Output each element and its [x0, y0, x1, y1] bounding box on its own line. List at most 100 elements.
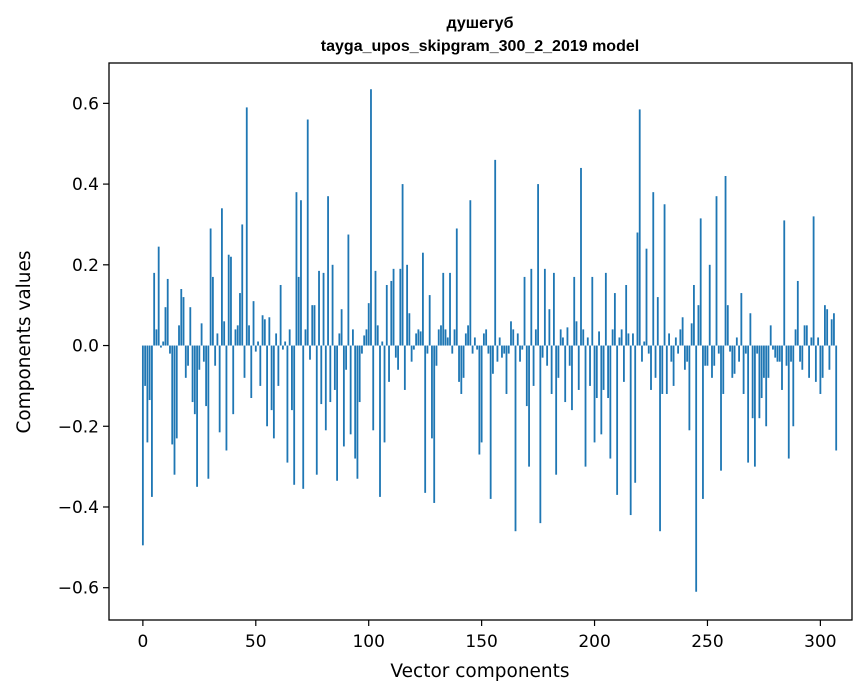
bar — [726, 305, 729, 346]
bar — [505, 345, 508, 394]
bar — [388, 345, 390, 382]
bar — [548, 309, 551, 346]
bar — [604, 272, 607, 346]
bar — [656, 297, 659, 346]
bar — [225, 345, 228, 451]
bar — [835, 345, 838, 451]
bar — [799, 345, 801, 362]
bar — [562, 337, 564, 346]
bar — [367, 303, 370, 346]
bar — [740, 293, 743, 346]
bar — [528, 345, 530, 467]
bar — [467, 325, 469, 346]
bar — [428, 295, 431, 346]
bar — [241, 224, 244, 346]
bar — [370, 89, 372, 346]
bar — [363, 335, 366, 346]
bar — [627, 333, 630, 346]
bar — [532, 345, 535, 386]
bar — [340, 309, 343, 346]
bar — [318, 270, 320, 346]
bar — [397, 345, 399, 370]
bar — [153, 272, 156, 346]
bar — [650, 345, 652, 390]
y-axis-ticks: −0.6 −0.4 −0.2 0.0 0.2 0.4 0.6 — [58, 94, 109, 599]
bar — [365, 329, 368, 346]
bar — [602, 345, 605, 390]
bar — [166, 278, 169, 346]
bar — [415, 333, 418, 346]
bar — [593, 345, 596, 443]
bar — [345, 345, 348, 370]
bar — [830, 319, 833, 346]
bar — [349, 345, 352, 435]
bar — [347, 234, 350, 346]
bar — [787, 345, 790, 459]
x-tick-label: 200 — [578, 632, 610, 652]
bar — [412, 345, 415, 350]
bar — [516, 333, 519, 346]
bar — [514, 345, 517, 532]
y-tick-label: 0.0 — [72, 337, 99, 357]
bar — [573, 276, 576, 346]
bar — [473, 337, 476, 346]
bar — [577, 345, 580, 390]
bar — [471, 345, 474, 354]
bar — [724, 176, 727, 346]
bar — [196, 345, 198, 487]
bar — [462, 345, 465, 378]
bar — [144, 345, 147, 386]
plot-frame — [108, 62, 853, 621]
bar — [266, 345, 268, 427]
bar — [492, 345, 494, 374]
bar — [543, 268, 546, 346]
bar — [693, 284, 695, 346]
bar — [767, 345, 770, 378]
bar — [826, 309, 829, 346]
bar — [250, 345, 253, 399]
bar — [426, 345, 429, 354]
bar — [695, 345, 698, 592]
bar — [329, 345, 332, 403]
bar — [616, 345, 619, 495]
bar — [431, 345, 433, 439]
bar — [182, 297, 185, 346]
bar — [623, 345, 625, 382]
bar — [638, 109, 641, 346]
bar — [141, 345, 144, 546]
bar — [435, 345, 438, 366]
bar — [778, 345, 781, 362]
bar — [245, 107, 248, 346]
bar — [760, 345, 763, 399]
bar — [408, 313, 411, 346]
bar — [164, 307, 167, 346]
bar — [501, 345, 503, 358]
bar — [665, 345, 668, 394]
bar — [643, 341, 646, 346]
bar — [148, 345, 151, 401]
bar — [690, 323, 693, 346]
bar — [663, 204, 666, 346]
bar — [399, 268, 402, 346]
bar — [534, 329, 537, 346]
bar — [331, 264, 334, 346]
bar — [449, 272, 451, 346]
bar — [338, 333, 341, 346]
bar — [557, 345, 560, 378]
bar — [568, 345, 571, 366]
bar — [564, 345, 567, 403]
x-tick-label: 50 — [245, 632, 267, 652]
bar — [297, 276, 300, 346]
bar — [620, 329, 623, 346]
bar — [763, 345, 765, 378]
bar — [437, 329, 440, 346]
bar — [672, 345, 675, 386]
bar — [205, 345, 208, 407]
bar — [311, 305, 314, 346]
bar — [636, 232, 639, 346]
bar — [625, 284, 628, 346]
bar — [419, 331, 422, 346]
bar — [394, 345, 397, 358]
x-tick-label: 0 — [137, 632, 148, 652]
bar — [598, 331, 600, 346]
